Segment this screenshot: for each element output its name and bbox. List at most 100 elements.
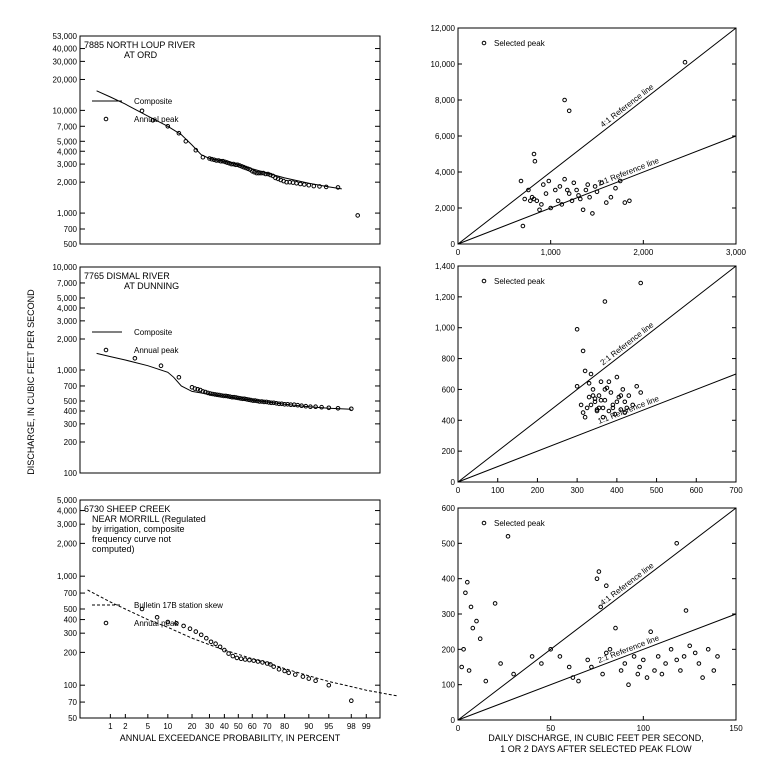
annual-peak-point — [274, 401, 279, 406]
selected-peak-point — [468, 604, 474, 610]
annual-peak-point — [238, 656, 244, 662]
selected-peak-point — [461, 647, 466, 652]
selected-peak-point — [492, 601, 498, 606]
selected-peak-point — [618, 393, 624, 398]
annual-peak-point — [154, 615, 160, 620]
legend-label: Selected peak — [494, 39, 546, 48]
selected-peak-point — [576, 678, 581, 684]
y-tick-label: 500 — [64, 240, 78, 249]
annual-peak-point — [313, 404, 318, 410]
annual-peak-point — [247, 167, 253, 172]
station-title: AT ORD — [124, 50, 158, 60]
selected-peak-point — [683, 608, 689, 613]
selected-peak-point — [614, 399, 620, 405]
selected-peak-point — [602, 299, 608, 304]
y-tick-label: 0 — [451, 716, 456, 725]
selected-peak-point — [626, 682, 631, 688]
annual-peak-point — [183, 139, 189, 144]
selected-peak-point — [548, 647, 554, 652]
annual-peak-point — [349, 406, 354, 412]
selected-peak-point — [668, 647, 674, 652]
x-tick-label: 400 — [610, 486, 624, 495]
y-tick-label: 10,000 — [431, 60, 456, 69]
annual-peak-point — [240, 396, 245, 402]
plot-frame — [79, 35, 381, 245]
annual-peak-point — [195, 387, 200, 392]
y-tick-label: 10,000 — [53, 263, 78, 272]
selected-peak-point — [526, 187, 531, 193]
selected-peak-point — [604, 583, 609, 589]
annual-peak-point — [139, 108, 145, 114]
selected-peak-point — [474, 618, 479, 624]
annual-peak-point — [230, 653, 236, 659]
selected-peak-point — [574, 187, 579, 193]
annual-peak-point — [233, 162, 238, 168]
selected-peak-point — [578, 402, 584, 408]
annual-peak-point — [209, 156, 215, 162]
annual-peak-point — [212, 392, 218, 397]
annual-peak-point — [271, 664, 277, 669]
annual-peak-point — [335, 185, 341, 190]
annual-peak-point — [224, 160, 230, 165]
selected-peak-point — [557, 184, 563, 189]
annual-peak-point — [208, 391, 213, 396]
selected-peak-point — [634, 384, 640, 389]
selected-peak-point — [586, 394, 592, 400]
x-tick-label: 300 — [570, 486, 584, 495]
annual-peak-point — [242, 657, 248, 662]
x-tick-label: 100 — [491, 486, 505, 495]
annual-peak-point — [223, 393, 229, 399]
annual-peak-point — [193, 629, 199, 634]
reference-line-label: 2:1 Reference line — [596, 156, 660, 188]
selected-peak-point — [470, 625, 476, 631]
annual-peak-point — [286, 670, 292, 676]
annual-peak-point — [257, 399, 262, 404]
selected-peak-point — [600, 405, 606, 411]
y-tick-label: 20,000 — [53, 75, 78, 84]
y-tick-label: 3,000 — [57, 520, 78, 529]
y-tick-label: 3,000 — [57, 160, 78, 169]
selected-peak-point — [590, 211, 595, 216]
y-tick-label: 300 — [64, 629, 78, 638]
y-tick-label: 0 — [451, 478, 456, 487]
legend-marker — [103, 620, 109, 626]
annual-peak-point — [298, 181, 303, 187]
selected-peak-point — [586, 381, 592, 386]
y-tick-label: 50 — [68, 714, 77, 723]
frequency-panel-5: 5,000 4,000 3,000 2,000 1,000 700 500 400 300 200… — [57, 496, 397, 731]
y-tick-label: 600 — [442, 504, 456, 513]
annual-peak-point — [211, 157, 217, 163]
selected-peak-point — [587, 194, 592, 200]
y-tick-label: 700 — [64, 382, 78, 391]
selected-peak-point — [659, 671, 665, 677]
annual-peak-point — [165, 619, 171, 625]
selected-peak-point — [555, 198, 561, 204]
y-tick-label: 500 — [442, 539, 456, 548]
selected-peak-point — [622, 661, 628, 666]
annual-peak-point — [217, 392, 222, 398]
selected-peak-point — [459, 664, 465, 670]
selected-peak-point — [571, 180, 577, 186]
y-tick-label: 1,200 — [435, 293, 456, 302]
x-tick-label: 95 — [324, 722, 333, 731]
annual-peak-point — [204, 635, 209, 641]
selected-peak-point — [638, 390, 644, 395]
y-tick-label: 4,000 — [57, 147, 78, 156]
x-tick-label: 30 — [205, 722, 214, 731]
annual-peak-point — [264, 399, 269, 405]
selected-peak-point — [607, 647, 613, 652]
annual-peak-point — [214, 158, 219, 163]
legend-label: Composite — [134, 97, 173, 106]
x-tick-label: 0 — [456, 724, 461, 733]
y-tick-label: 100 — [64, 469, 78, 478]
selected-peak-point — [596, 569, 602, 574]
annual-peak-point — [222, 647, 227, 653]
y-tick-label: 30,000 — [53, 57, 78, 66]
x-tick-label: 1 — [108, 722, 113, 731]
x-tick-label: 2,000 — [633, 248, 654, 257]
selected-peak-point — [674, 657, 680, 663]
y-tick-label: 2,000 — [57, 178, 78, 187]
selected-peak-point — [553, 187, 558, 193]
